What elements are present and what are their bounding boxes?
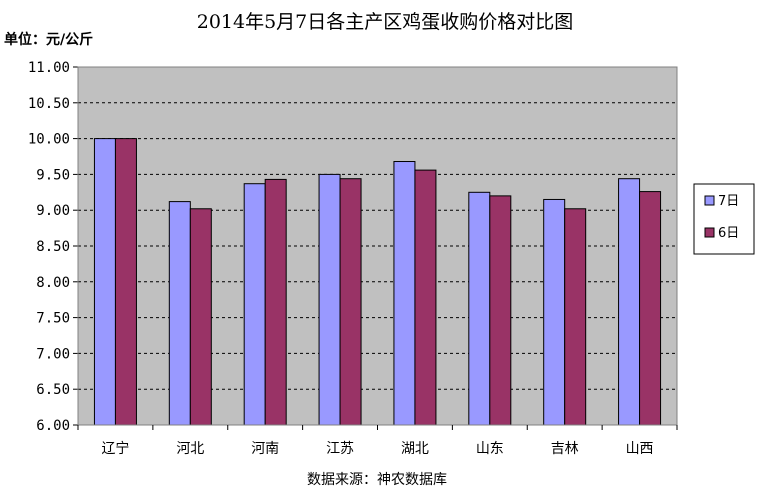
category-label: 山西 — [626, 441, 654, 457]
bar — [264, 178, 287, 426]
legend-label: 7日 — [718, 194, 739, 209]
y-tick-label: 10.00 — [28, 132, 70, 148]
y-tick-label: 9.00 — [36, 203, 70, 219]
bar — [489, 195, 512, 426]
category-label: 江苏 — [326, 441, 354, 457]
legend-box — [693, 183, 755, 255]
y-tick-label: 7.00 — [36, 346, 70, 362]
y-tick-label: 8.50 — [36, 239, 70, 255]
chart-title: 2014年5月7日各主产区鸡蛋收购价格对比图 — [197, 11, 574, 33]
source-note: 数据来源：神农数据库 — [307, 472, 447, 488]
bar — [339, 178, 362, 426]
bar — [168, 201, 191, 426]
category-label: 辽宁 — [101, 440, 129, 457]
bar — [93, 138, 116, 426]
plot-area — [78, 67, 677, 425]
legend: 7日 6日 — [693, 183, 755, 255]
bar — [114, 138, 137, 426]
bars — [93, 138, 662, 426]
y-tick-label: 6.00 — [36, 418, 70, 434]
y-tick-label: 7.50 — [36, 311, 70, 327]
category-label: 河北 — [176, 441, 204, 457]
bar — [414, 169, 437, 426]
axes — [77, 66, 678, 430]
y-tick-labels: 6.00 6.50 7.00 7.50 8.00 8.50 9.00 9.50 10.00 10.… — [28, 60, 70, 434]
y-tick-label: 8.00 — [36, 275, 70, 291]
bar — [639, 191, 662, 426]
bar — [189, 208, 212, 426]
legend-swatch — [704, 195, 715, 206]
category-labels: 辽宁 河北 河南 江苏 湖北 山东 吉林 山西 — [101, 440, 653, 457]
y-tick-label: 11.00 — [28, 60, 70, 76]
unit-label: 单位：元/公斤 — [4, 31, 93, 48]
y-tick-label: 9.50 — [36, 167, 70, 183]
legend-label: 6日 — [718, 226, 739, 241]
bar — [393, 161, 416, 426]
category-label: 山东 — [476, 441, 504, 457]
bar — [543, 198, 566, 426]
category-label: 吉林 — [551, 441, 579, 457]
bar — [243, 183, 266, 426]
y-tick-label: 6.50 — [36, 382, 70, 398]
bar — [564, 208, 587, 426]
bar — [468, 191, 491, 426]
y-tick-label: 10.50 — [28, 96, 70, 112]
bar — [318, 173, 341, 426]
bar — [618, 178, 641, 426]
legend-swatch — [704, 227, 715, 238]
category-label: 河南 — [251, 441, 279, 457]
category-label: 湖北 — [401, 441, 429, 457]
